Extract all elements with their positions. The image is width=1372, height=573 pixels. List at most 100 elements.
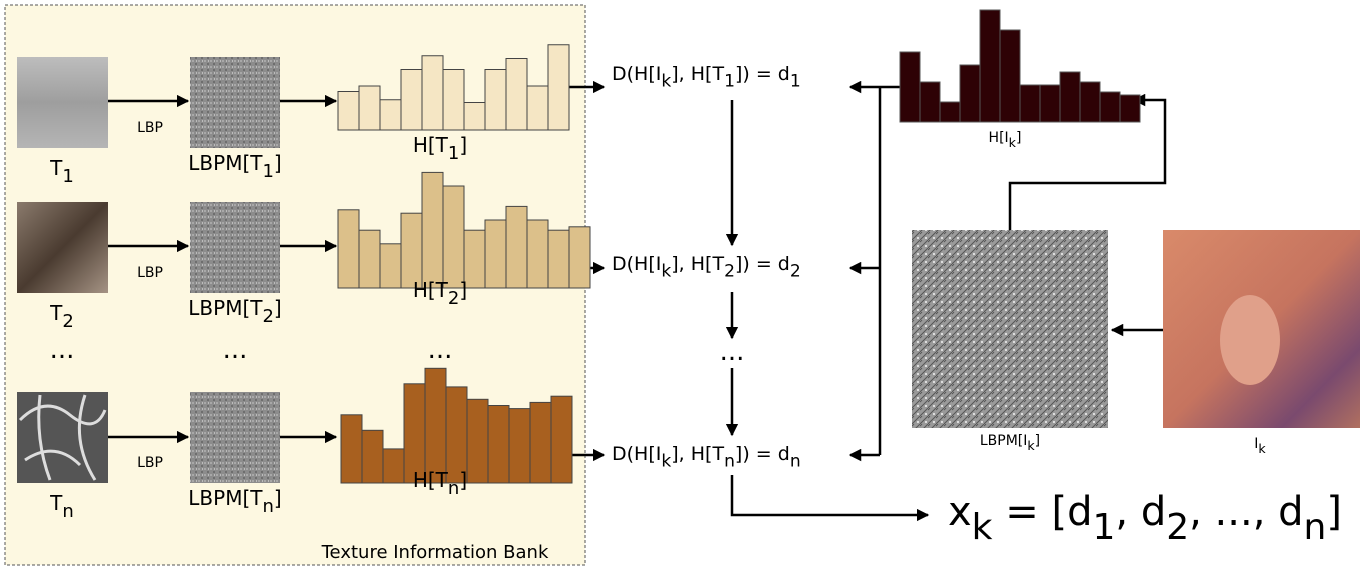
subscript: k — [661, 452, 671, 472]
histogram-bar — [550, 395, 573, 484]
query-image-label: Ik — [1254, 436, 1266, 456]
text-part: ] — [1326, 489, 1342, 535]
text-part: ] — [1016, 130, 1021, 146]
subscript: 1 — [448, 143, 459, 164]
text-part: T — [49, 156, 63, 180]
subscript: n — [790, 452, 801, 472]
histogram-label: H[Tn] — [413, 468, 467, 499]
text-part: ], H[T — [671, 253, 724, 275]
histogram-bar — [1039, 84, 1061, 123]
text-part: ], H[T — [671, 63, 724, 85]
distance-label: D(H[Ik], H[T1]) = d1 — [612, 63, 801, 92]
text-part: H[I — [989, 130, 1009, 146]
text-part: LBPM[T — [188, 151, 263, 175]
texture-label: Tn — [49, 491, 74, 522]
histogram-bar — [505, 205, 528, 289]
text-part: H[T — [413, 278, 449, 302]
subscript: n — [262, 496, 273, 517]
histogram-bar — [1099, 91, 1121, 123]
text-part: , d — [1115, 489, 1166, 535]
lbpm-label: LBPM[Tn] — [188, 486, 281, 517]
histogram-bar — [484, 219, 507, 289]
histogram-bar — [463, 102, 486, 131]
text-part: ]) = d — [735, 63, 790, 85]
subscript: 1 — [724, 72, 735, 92]
subscript: 2 — [790, 262, 801, 282]
text-part: ] — [459, 278, 467, 302]
histogram-bar — [999, 29, 1021, 123]
histogram-bar — [547, 44, 570, 131]
subscript: 2 — [62, 311, 73, 332]
texture-image — [17, 202, 108, 293]
lbpm-image — [190, 392, 280, 483]
subscript: n — [1304, 507, 1327, 548]
ellipsis: ... — [720, 337, 745, 367]
text-part: ] — [274, 296, 282, 320]
text-part: ] — [1035, 433, 1040, 449]
subscript: n — [448, 478, 459, 499]
text-part: x — [948, 489, 972, 535]
text-part: I — [1254, 436, 1258, 452]
feature-vector: xk = [d1, d2, ..., dn] — [948, 489, 1342, 548]
subscript: n — [724, 452, 735, 472]
text-part: = [d — [993, 489, 1093, 535]
query-histogram-label: H[Ik] — [989, 130, 1022, 150]
text-part: D(H[I — [612, 253, 661, 275]
subscript: k — [1258, 441, 1266, 456]
lbpm-image — [190, 57, 280, 148]
text-part: ] — [274, 151, 282, 175]
text-part: , ..., d — [1189, 489, 1303, 535]
subscript: 1 — [62, 166, 73, 187]
histogram-bar — [526, 85, 549, 131]
subscript: k — [661, 72, 671, 92]
histogram-bar — [484, 69, 507, 131]
text-part: LBPM[I — [980, 433, 1028, 449]
texture-image — [17, 57, 108, 148]
histogram-bar — [442, 69, 465, 131]
histogram-bar — [379, 99, 402, 131]
histogram-label: H[T2] — [413, 278, 467, 309]
histogram-bar — [919, 81, 941, 123]
text-part: T — [49, 491, 63, 515]
histogram-bar — [361, 429, 384, 484]
distance-label: D(H[Ik], H[T2]) = d2 — [612, 253, 801, 282]
lbp-label: LBP — [137, 265, 163, 281]
subscript: 1 — [790, 72, 801, 92]
ellipsis: ... — [223, 335, 248, 365]
text-part: H[T — [413, 133, 449, 157]
subscript: k — [972, 507, 993, 548]
histogram-bar — [337, 91, 360, 131]
texture-pattern — [18, 394, 107, 481]
subscript: 2 — [262, 306, 273, 327]
histogram-bar — [526, 219, 549, 289]
query-lbpm-image — [912, 230, 1108, 428]
lbpm-image — [190, 202, 280, 293]
subscript: 2 — [448, 288, 459, 309]
subscript: 2 — [1166, 507, 1189, 548]
histogram-bar — [421, 171, 444, 289]
lbpm-label: LBPM[T1] — [188, 151, 281, 182]
query-image-detail — [1220, 295, 1280, 385]
text-part: ]) = d — [735, 253, 790, 275]
histogram-bar — [529, 401, 552, 484]
subscript: 2 — [724, 262, 735, 282]
bank-title: Texture Information Bank — [321, 542, 549, 563]
subscript: 1 — [262, 161, 273, 182]
subscript: k — [1009, 135, 1017, 150]
histogram-bar — [1059, 71, 1081, 123]
histogram-bar — [1079, 81, 1101, 123]
histogram-bar — [337, 209, 360, 289]
ellipsis: ... — [50, 335, 75, 365]
histogram-bar — [379, 243, 402, 289]
histogram-bar — [442, 185, 465, 289]
histogram-bar — [340, 414, 363, 484]
query-lbpm-label: LBPM[Ik] — [980, 433, 1040, 453]
histogram-bar — [400, 212, 423, 289]
histogram-bar — [382, 448, 405, 484]
histogram-bar — [505, 58, 528, 131]
text-part: ], H[T — [671, 443, 724, 465]
histogram-bar — [424, 367, 447, 484]
histogram-bar — [979, 9, 1001, 123]
text-part: ] — [274, 486, 282, 510]
